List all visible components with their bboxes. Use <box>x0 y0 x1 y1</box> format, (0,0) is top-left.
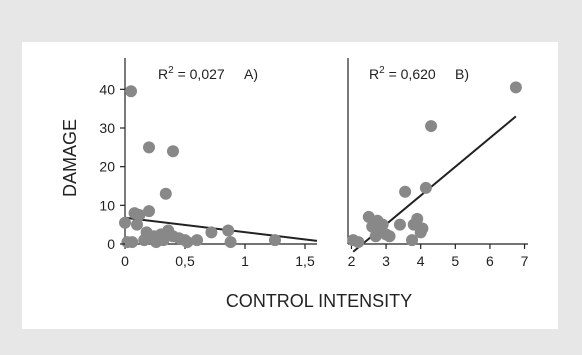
data-point <box>383 230 396 243</box>
y-tick-label: 20 <box>99 159 115 175</box>
data-point <box>425 120 438 133</box>
data-point <box>224 236 237 249</box>
x-tick-label: 0 <box>121 253 129 269</box>
data-point <box>419 181 432 194</box>
data-point <box>411 212 424 225</box>
x-tick-label: 0,5 <box>175 253 195 269</box>
y-tick-label: 30 <box>99 120 115 136</box>
x-tick-label: 7 <box>521 253 529 269</box>
data-point <box>167 145 179 158</box>
x-tick-label: 6 <box>486 253 494 269</box>
x-tick-label: 2 <box>348 253 356 269</box>
data-point <box>133 209 146 221</box>
data-point <box>191 234 203 247</box>
data-point <box>406 234 419 247</box>
data-point <box>131 218 143 231</box>
data-point <box>143 205 155 218</box>
data-point <box>119 216 131 229</box>
x-axis-title: CONTROL INTENSITY <box>226 291 412 311</box>
y-tick-label: 10 <box>99 197 115 213</box>
data-point <box>399 185 412 198</box>
data-point <box>352 236 365 249</box>
data-point <box>222 224 235 237</box>
data-point <box>509 81 522 94</box>
panel-label: A) <box>244 66 258 82</box>
data-point <box>125 85 137 98</box>
x-tick-label: 1 <box>241 253 249 269</box>
data-point <box>205 226 218 239</box>
x-tick-label: 3 <box>382 253 390 269</box>
x-tick-label: 1,5 <box>295 253 315 269</box>
data-point <box>416 222 429 235</box>
panel-label: B) <box>455 66 469 82</box>
y-tick-label: 0 <box>107 236 115 252</box>
data-point <box>269 234 281 247</box>
scatter-chart: 0 0,5 1 1,5 R2 = 0,027 A) 2 3 4 5 6 7 R2 = 0,620 B) 0 1… <box>60 58 529 311</box>
data-point <box>393 218 406 231</box>
data-point <box>159 187 172 200</box>
data-point <box>126 236 139 249</box>
data-point <box>181 236 194 249</box>
y-axis-title: DAMAGE <box>60 119 80 197</box>
r-squared-annotation: R2 = 0,620 <box>369 65 436 82</box>
y-tick-label: 40 <box>99 81 115 97</box>
data-point <box>376 218 389 231</box>
r-squared-annotation: R2 = 0,027 <box>158 65 225 82</box>
trend-line-1 <box>124 216 318 242</box>
x-tick-label: 4 <box>417 253 425 269</box>
data-point <box>143 141 155 154</box>
chart-panel: 0 0,5 1 1,5 R2 = 0,027 A) 2 3 4 5 6 7 R2 = 0,620 B) 0 1… <box>22 42 558 329</box>
data-point <box>157 234 170 247</box>
x-tick-label: 5 <box>451 253 459 269</box>
